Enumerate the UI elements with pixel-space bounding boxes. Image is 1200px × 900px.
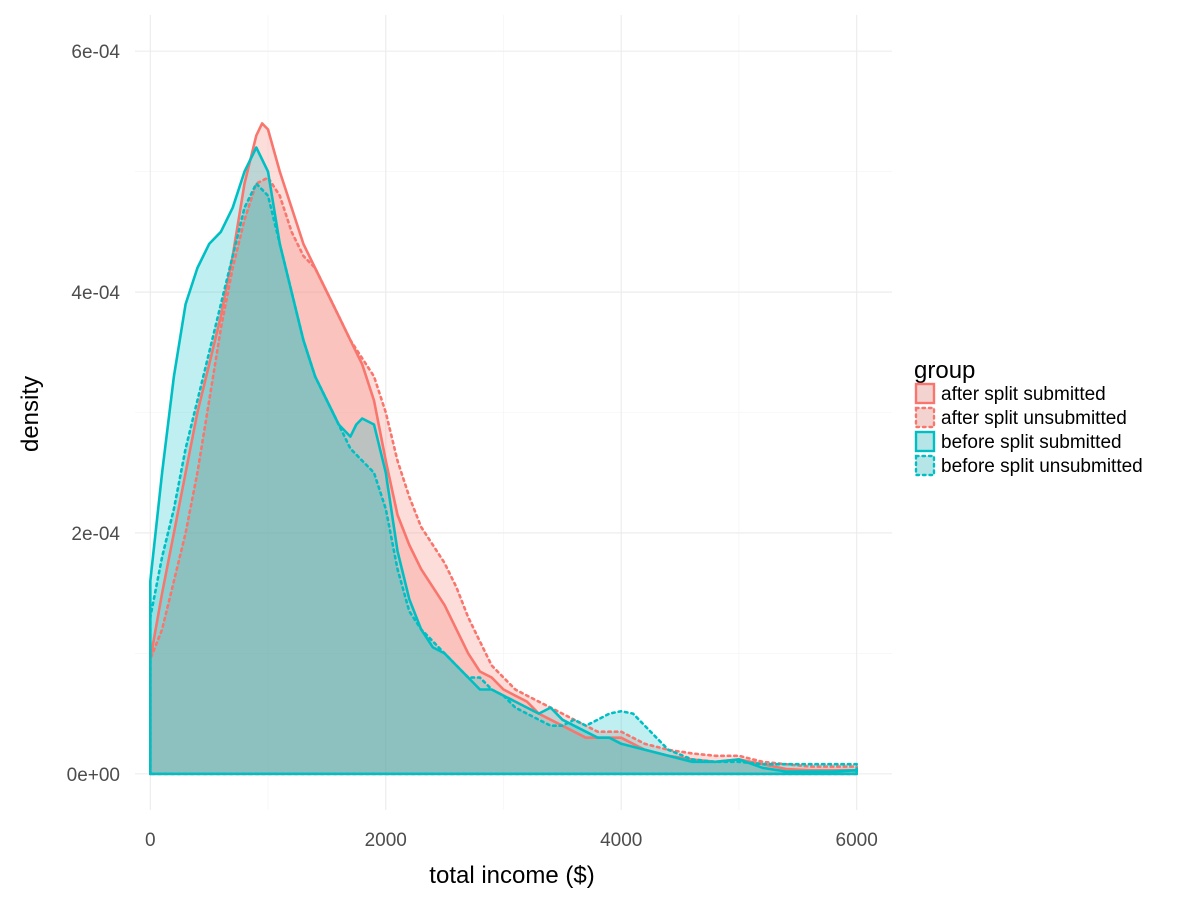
y-tick-label: 4e-04 xyxy=(71,283,120,304)
y-tick-label: 0e+00 xyxy=(67,765,120,786)
legend-label-series-2: after split unsubmitted xyxy=(941,408,1127,429)
x-tick-label: 0 xyxy=(145,830,156,851)
y-axis-ticks: 0e+00 2e-04 4e-04 6e-04 xyxy=(67,42,121,786)
legend-key-background xyxy=(915,455,935,476)
density-line-series-2 xyxy=(149,176,858,776)
legend-key-background xyxy=(915,431,935,452)
x-tick-label: 4000 xyxy=(600,830,642,851)
legend-title: group xyxy=(914,357,975,384)
y-tick-label: 6e-04 xyxy=(71,42,120,63)
x-tick-label: 6000 xyxy=(836,830,878,851)
legend-label-series-1: after split submitted xyxy=(941,384,1106,405)
legend-key-series-2 xyxy=(914,406,936,429)
density-area-series-1 xyxy=(150,123,857,774)
x-tick-label: 2000 xyxy=(365,830,407,851)
density-area-series-3 xyxy=(150,147,857,774)
density-lines xyxy=(149,122,858,776)
density-area-series-4 xyxy=(150,183,857,774)
density-line-series-4 xyxy=(149,182,858,776)
density-areas xyxy=(150,123,857,774)
legend-label-series-3: before split submitted xyxy=(941,432,1122,453)
x-axis-ticks: 0 2000 4000 6000 xyxy=(145,830,878,851)
legend-key-series-3 xyxy=(914,430,936,453)
x-axis-title: total income ($) xyxy=(429,862,594,889)
legend-key-background xyxy=(915,407,935,428)
legend: group after split submitted after split u… xyxy=(914,357,1143,477)
legend-label-series-4: before split unsubmitted xyxy=(941,456,1143,477)
legend-key-series-4 xyxy=(914,454,936,477)
density-area-series-2 xyxy=(150,177,857,774)
y-axis-title: density xyxy=(17,376,44,452)
legend-key-background xyxy=(915,383,935,404)
y-tick-label: 2e-04 xyxy=(71,524,120,545)
legend-key-series-1 xyxy=(914,382,936,405)
